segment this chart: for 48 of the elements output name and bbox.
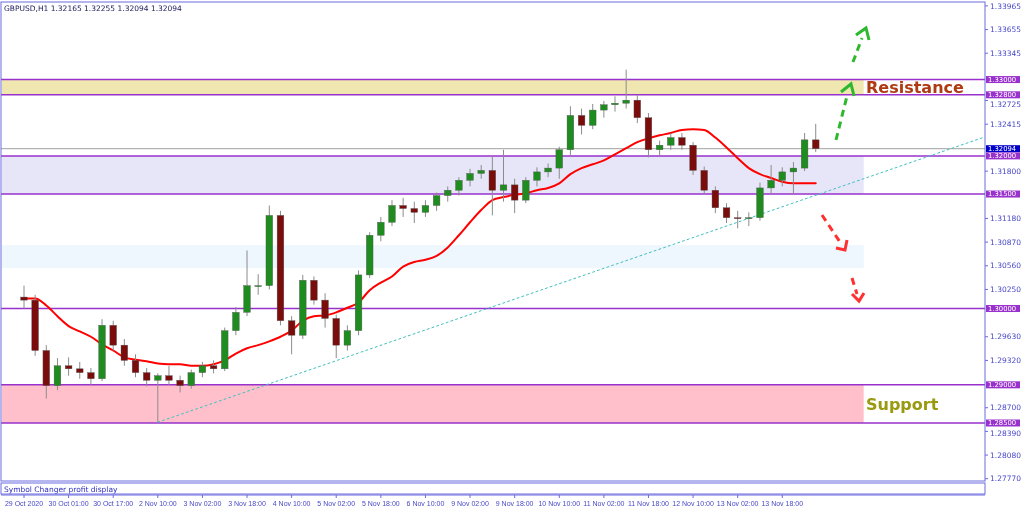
candlestick [154,372,162,423]
candlestick [131,353,140,378]
candlestick [622,69,630,110]
candlestick [544,163,552,178]
candlestick [321,292,329,329]
candlestick [700,166,708,195]
candlestick [533,166,541,187]
candlestick [143,367,151,387]
candlestick [433,192,441,212]
candlestick [109,320,117,351]
candlestick [711,185,719,214]
candlestick [455,176,463,197]
candlestick [410,201,418,224]
candlestick [65,356,73,377]
band-label: Resistance [866,78,965,98]
candlestick [343,324,351,351]
candlestick [254,273,262,296]
candlestick [232,306,240,336]
candlestick [377,216,385,242]
candlestick [20,285,28,310]
candlestick [778,166,786,187]
candlestick [165,365,173,386]
candlestick [187,369,195,390]
candlestick [600,100,608,119]
candlestick [722,202,731,224]
candlestick [466,168,474,187]
candlestick [120,338,128,367]
candlestick [578,108,586,136]
candlestick [555,146,563,180]
candlestick [53,357,61,391]
candlestick [678,132,686,151]
candlestick [87,367,95,386]
candlestick [388,199,396,227]
candlestick [499,149,508,203]
candlestick [511,178,519,214]
candlestick [589,103,597,130]
candlestick [611,95,619,113]
candlestick [789,161,797,195]
band-label: Support [866,394,939,414]
candlestick [310,275,318,306]
candlestick [399,197,407,218]
candlestick [767,164,775,195]
candlestick [288,315,296,355]
candlestick [522,176,530,204]
candlestick [176,375,184,393]
candlestick [633,94,641,124]
candlestick [488,155,496,216]
candlestick [812,123,820,153]
